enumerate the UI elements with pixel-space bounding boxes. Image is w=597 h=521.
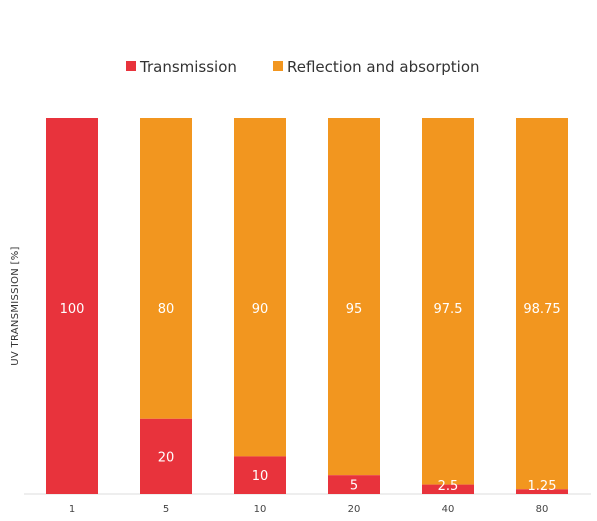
bar-transmission-80 [516,489,568,494]
data-label-transmission-20: 5 [350,479,358,494]
data-label-transmission-1: 100 [60,302,85,317]
x-tick-label-1: 1 [69,504,75,515]
bar-transmission-20 [328,475,380,494]
bar-reflection-absorption-80 [516,118,568,490]
bar-reflection-absorption-20 [328,118,380,476]
x-tick-label-10: 10 [254,504,267,515]
x-tick-label-5: 5 [163,504,169,515]
y-axis-label: UV TRANSMISSION [%] [10,246,21,365]
legend-swatch-reflection-absorption [273,61,283,71]
data-label-reflection-absorption-80: 98.75 [523,302,560,317]
data-label-reflection-absorption-20: 95 [346,302,363,317]
bar-transmission-40 [422,484,474,494]
data-label-transmission-80: 1.25 [528,479,557,494]
bar-reflection-absorption-10 [234,118,286,457]
bars: 100 80 20 90 10 95 5 97.5 2.5 98.75 1.25 [46,118,568,494]
bar-transmission-5 [140,418,192,494]
x-tick-labels: 1 5 10 20 40 80 [69,504,549,515]
data-label-transmission-10: 10 [252,469,269,484]
x-tick-label-80: 80 [536,504,549,515]
bar-reflection-absorption-40 [422,118,474,485]
bar-reflection-absorption-5 [140,118,192,419]
data-label-reflection-absorption-10: 90 [252,302,269,317]
data-label-reflection-absorption-40: 97.5 [434,302,463,317]
legend-label-reflection-absorption: Reflection and absorption [287,58,480,76]
bar-transmission-1 [46,118,98,494]
bar-transmission-10 [234,456,286,494]
data-label-reflection-absorption-5: 80 [158,302,175,317]
legend: Transmission Reflection and absorption [126,58,480,76]
x-tick-label-40: 40 [442,504,455,515]
data-label-transmission-40: 2.5 [438,479,459,494]
legend-swatch-transmission [126,61,136,71]
x-tick-label-20: 20 [348,504,361,515]
data-label-transmission-5: 20 [158,450,175,465]
legend-label-transmission: Transmission [139,58,237,76]
